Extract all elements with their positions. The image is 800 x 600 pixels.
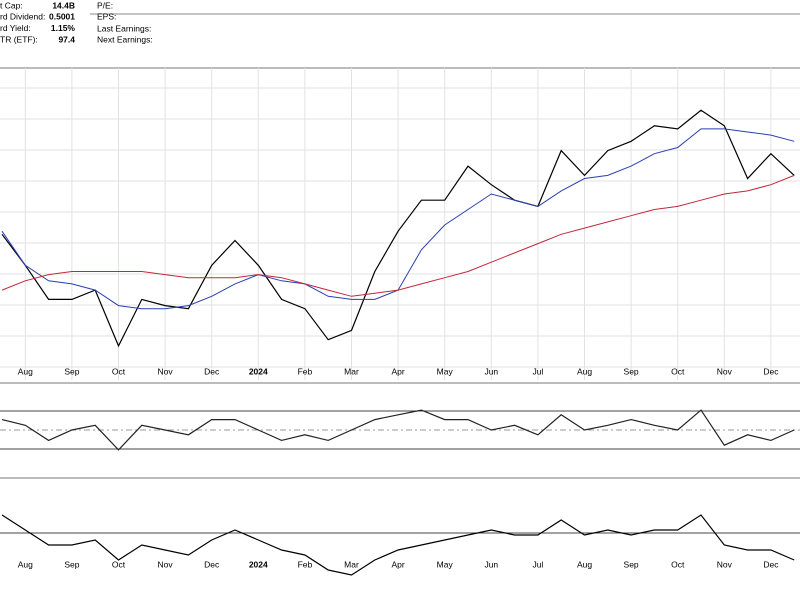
field-label: TR (ETF): [0, 34, 38, 44]
x-tick-label: Dec [763, 366, 779, 376]
field-value: 1.15% [51, 23, 76, 33]
x-tick-label: Nov [717, 366, 733, 376]
x-tick-label: Dec [204, 559, 220, 569]
x-tick-label: Nov [717, 559, 733, 569]
x-tick-label: Nov [158, 366, 174, 376]
x-tick-label: Jun [484, 559, 498, 569]
series-line [1, 409, 795, 451]
x-tick-label: Oct [112, 559, 126, 569]
field-value: 14.4B [52, 0, 75, 10]
x-tick-label: Aug [577, 366, 592, 376]
field-value: 0.5001 [49, 12, 75, 22]
x-tick-label: Jul [532, 366, 543, 376]
x-tick-label: Jul [532, 559, 543, 569]
x-tick-label: Jun [484, 366, 498, 376]
x-tick-label: Mar [344, 366, 359, 376]
series-line [1, 109, 795, 348]
x-tick-label: Feb [298, 559, 313, 569]
field-value: 97.4 [58, 34, 75, 44]
x-tick-label: Dec [763, 559, 779, 569]
x-tick-label: Sep [624, 366, 639, 376]
x-tick-label: Aug [18, 366, 33, 376]
x-tick-label: Dec [204, 366, 220, 376]
field-label: t Cap: [0, 0, 23, 10]
x-tick-label: 2024 [249, 366, 268, 376]
x-tick-label: Aug [18, 559, 33, 569]
field-label: Last Earnings: [97, 23, 151, 33]
field-label: Next Earnings: [97, 34, 153, 44]
x-tick-label: Sep [64, 366, 79, 376]
x-tick-label: Aug [577, 559, 592, 569]
x-tick-label: Feb [298, 366, 313, 376]
x-tick-label: Nov [158, 559, 174, 569]
x-tick-label: Apr [391, 559, 404, 569]
x-tick-label: Oct [112, 366, 126, 376]
x-tick-label: Oct [671, 559, 685, 569]
x-tick-label: Apr [391, 366, 404, 376]
x-tick-label: May [437, 559, 454, 569]
x-tick-label: Mar [344, 559, 359, 569]
field-label: EPS: [97, 11, 116, 21]
series-line [1, 174, 795, 297]
x-tick-label: Oct [671, 366, 685, 376]
field-label: rd Yield: [0, 23, 31, 33]
series-line [1, 514, 795, 576]
field-label: rd Dividend: [0, 12, 45, 22]
x-tick-label: 2024 [249, 559, 268, 569]
x-tick-label: May [437, 366, 454, 376]
field-label: P/E: [97, 0, 113, 10]
x-tick-label: Sep [64, 559, 79, 569]
x-tick-label: Sep [624, 559, 639, 569]
